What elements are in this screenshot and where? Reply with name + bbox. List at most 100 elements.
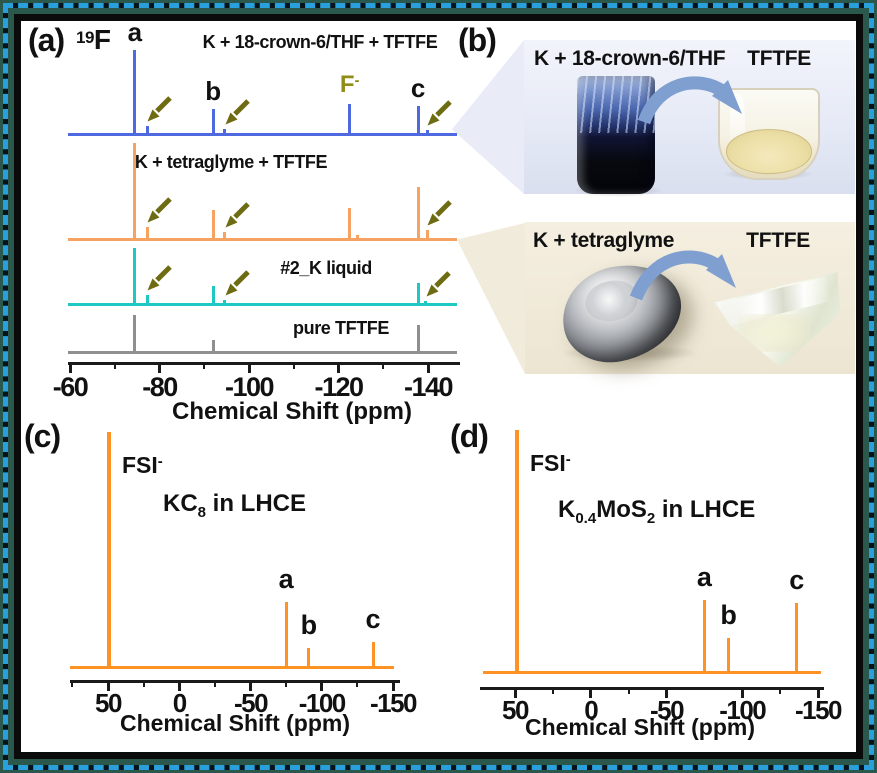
nmr-peak xyxy=(133,50,137,135)
nmr-peak xyxy=(307,648,311,668)
sample-c-part: in LHCE xyxy=(206,490,307,517)
peak-label: a xyxy=(696,562,712,592)
axis-tick xyxy=(106,682,110,691)
peak-label: F- xyxy=(339,71,360,98)
panel-c-label: (c) xyxy=(24,418,61,454)
axis-tick xyxy=(320,682,324,691)
sample-c-sub: 8 xyxy=(197,504,207,521)
nmr-peak xyxy=(133,143,137,240)
axis-tick xyxy=(665,689,668,698)
peak-label: a xyxy=(278,564,294,594)
axis-tick xyxy=(740,689,744,698)
vial-tftfe-clear xyxy=(718,88,820,180)
annotation-arrow-icon xyxy=(423,270,453,300)
tick-label: 0 xyxy=(172,688,187,718)
nmr-peak xyxy=(145,126,149,135)
tick-label: -60 xyxy=(52,372,89,402)
axis-tick xyxy=(68,364,72,373)
panel-b-label: (b) xyxy=(458,22,497,58)
axis-tick xyxy=(247,364,251,373)
nmr-peak xyxy=(107,432,112,668)
tick-label: 0 xyxy=(584,695,598,725)
sample-c-part: KC xyxy=(163,490,198,517)
axis-tick xyxy=(391,682,395,691)
axis-minor-tick xyxy=(382,364,385,369)
series-title: #2_K liquid xyxy=(280,258,372,278)
fsi-text: FSI xyxy=(530,450,566,476)
peak-label: c xyxy=(410,73,426,103)
nmr-peak xyxy=(348,104,352,135)
nmr-peak xyxy=(133,315,137,353)
peak-label: b xyxy=(205,76,222,106)
nmr-peak xyxy=(514,430,519,673)
axis-minor-tick xyxy=(71,682,74,687)
nmr-peak xyxy=(425,130,429,135)
peak-label: b xyxy=(720,600,737,630)
sample-title-c: KC8 in LHCE xyxy=(163,490,306,521)
nmr-peak xyxy=(223,300,227,305)
fsi-anion-label-d: FSI- xyxy=(530,450,571,477)
sample-d-sub: 2 xyxy=(646,510,656,527)
sample-d-part: K xyxy=(558,496,576,523)
nmr-baseline xyxy=(68,133,457,136)
nucleus-19f-label: 19F xyxy=(76,24,111,56)
nmr-peak xyxy=(795,603,799,673)
nmr-peak xyxy=(223,129,227,135)
annotation-arrow-icon xyxy=(144,196,174,226)
axis-line xyxy=(480,687,824,690)
tick-label: -150 xyxy=(369,688,418,718)
tick-label: -100 xyxy=(719,695,767,725)
sample-title-d: K0.4MoS2 in LHCE xyxy=(558,496,755,527)
panel-d-label: (d) xyxy=(450,418,489,454)
fsi-text: FSI xyxy=(122,452,158,478)
nmr-peak xyxy=(425,230,429,240)
nucleus-symbol: F xyxy=(93,24,112,55)
sample-d-part: in LHCE xyxy=(655,496,756,523)
axis-minor-tick xyxy=(285,682,288,687)
nmr-baseline xyxy=(483,671,821,674)
axis-minor-tick xyxy=(113,364,116,369)
axis-minor-tick xyxy=(356,682,359,687)
fsi-anion-label-c: FSI- xyxy=(122,452,163,479)
tick-label: -100 xyxy=(298,688,347,718)
nucleus-mass-number: 19 xyxy=(76,28,94,47)
vial-dark-blue-solution xyxy=(577,76,655,194)
axis-tick xyxy=(158,364,161,373)
nmr-peak xyxy=(145,295,149,305)
nmr-peak xyxy=(356,235,360,240)
axis-minor-tick xyxy=(627,689,630,694)
peak-label: a xyxy=(127,17,143,47)
nmr-peak xyxy=(211,340,215,353)
nmr-baseline xyxy=(68,238,457,241)
annotation-arrow-icon xyxy=(222,269,252,299)
frame-dashed-border xyxy=(3,3,874,770)
annotation-arrow-icon xyxy=(222,98,252,128)
annotation-arrow-icon xyxy=(144,95,174,125)
axis-title: Chemical Shift (ppm) xyxy=(524,714,755,740)
nmr-peak xyxy=(284,602,288,668)
axis-tick xyxy=(337,364,340,373)
axis-minor-tick xyxy=(213,682,216,687)
nmr-peak xyxy=(416,187,420,240)
panel-a-label: (a) xyxy=(28,22,65,58)
nmr-peak xyxy=(223,232,227,240)
sample-d-part: MoS xyxy=(596,496,647,523)
axis-minor-tick xyxy=(779,689,782,694)
curved-arrow-icon xyxy=(637,76,742,125)
axis-minor-tick xyxy=(142,682,145,687)
nmr-peak xyxy=(424,301,428,305)
tick-label: 50 xyxy=(502,695,529,725)
fsi-charge: - xyxy=(565,451,571,468)
nmr-peak xyxy=(348,208,352,240)
nmr-peak xyxy=(133,248,137,305)
annotation-arrow-icon xyxy=(424,199,454,229)
axis-title: Chemical Shift (ppm) xyxy=(119,710,350,736)
fsi-charge: - xyxy=(157,453,163,470)
axis-tick xyxy=(589,689,593,698)
series-title: pure TFTFE xyxy=(293,318,389,338)
nmr-peak xyxy=(211,210,215,240)
peak-label: c xyxy=(789,565,805,595)
series-title: K + tetraglyme + TFTFE xyxy=(134,152,328,172)
sample-d-sub: 0.4 xyxy=(575,510,597,527)
